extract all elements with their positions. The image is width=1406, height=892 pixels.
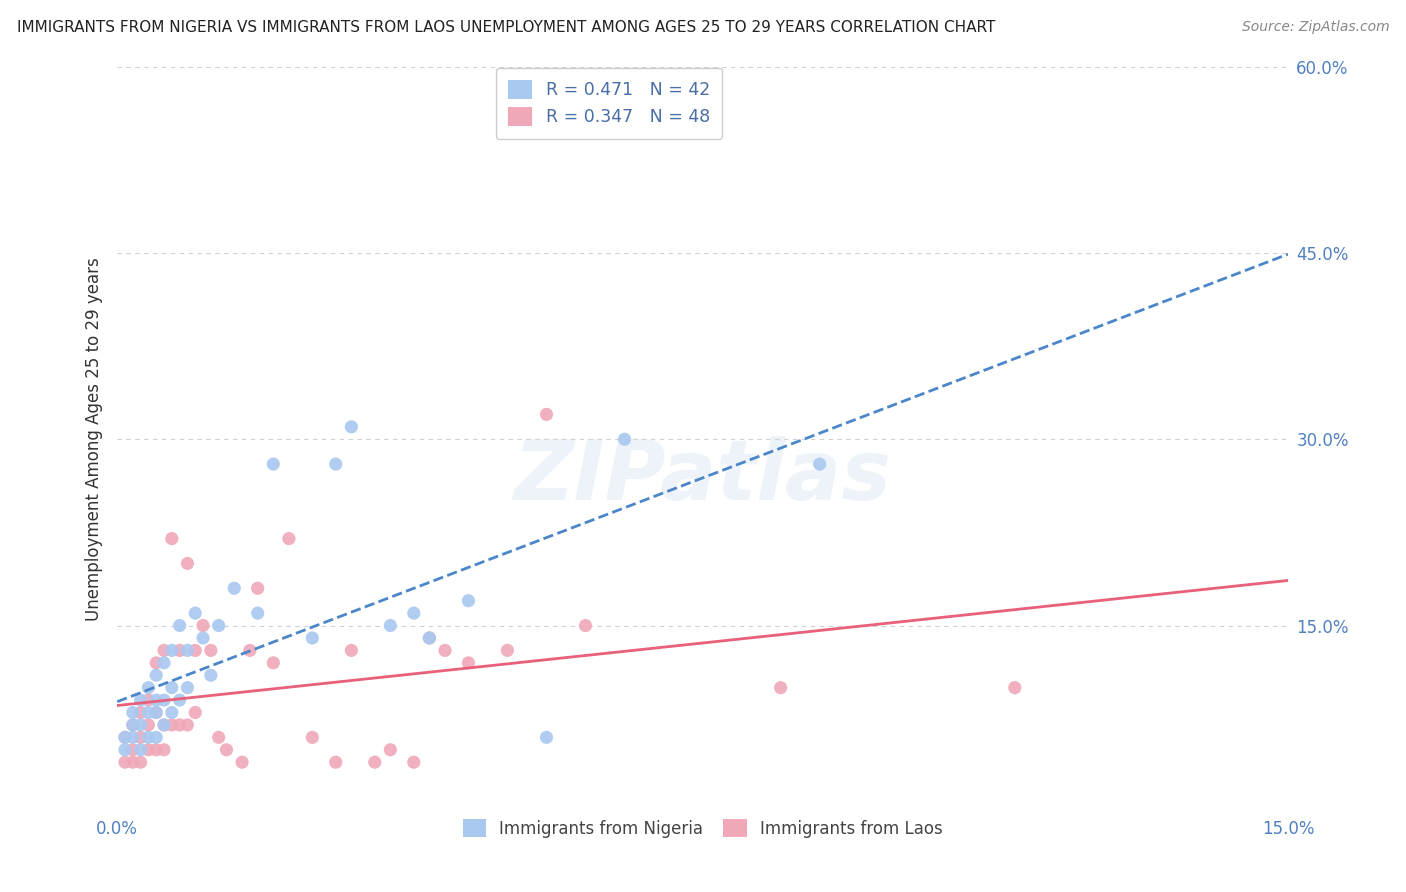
- Point: [160, 532, 183, 546]
- Point: [340, 643, 363, 657]
- Text: ZIPatlas: ZIPatlas: [513, 436, 891, 517]
- Point: [176, 557, 198, 571]
- Point: [153, 643, 176, 657]
- Point: [138, 681, 160, 695]
- Point: [613, 432, 636, 446]
- Point: [224, 582, 246, 596]
- Point: [231, 755, 253, 769]
- Point: [418, 631, 440, 645]
- Point: [215, 743, 238, 757]
- Point: [574, 618, 596, 632]
- Point: [129, 743, 152, 757]
- Legend: Immigrants from Nigeria, Immigrants from Laos: Immigrants from Nigeria, Immigrants from…: [456, 813, 949, 845]
- Point: [536, 731, 558, 745]
- Point: [457, 593, 479, 607]
- Point: [114, 743, 136, 757]
- Point: [114, 731, 136, 745]
- Point: [129, 693, 152, 707]
- Point: [145, 693, 167, 707]
- Point: [402, 606, 425, 620]
- Point: [536, 408, 558, 422]
- Point: [364, 755, 387, 769]
- Point: [184, 606, 207, 620]
- Point: [153, 743, 176, 757]
- Text: Source: ZipAtlas.com: Source: ZipAtlas.com: [1241, 20, 1389, 34]
- Point: [121, 731, 143, 745]
- Point: [402, 755, 425, 769]
- Point: [121, 755, 143, 769]
- Point: [325, 457, 347, 471]
- Point: [262, 457, 284, 471]
- Point: [277, 532, 299, 546]
- Point: [325, 755, 347, 769]
- Point: [160, 706, 183, 720]
- Point: [160, 681, 183, 695]
- Point: [239, 643, 262, 657]
- Point: [129, 731, 152, 745]
- Point: [145, 668, 167, 682]
- Point: [176, 718, 198, 732]
- Y-axis label: Unemployment Among Ages 25 to 29 years: Unemployment Among Ages 25 to 29 years: [86, 258, 103, 621]
- Point: [138, 743, 160, 757]
- Point: [169, 718, 191, 732]
- Point: [160, 718, 183, 732]
- Point: [145, 706, 167, 720]
- Point: [129, 706, 152, 720]
- Point: [191, 618, 214, 632]
- Point: [184, 706, 207, 720]
- Point: [153, 718, 176, 732]
- Point: [457, 656, 479, 670]
- Point: [160, 643, 183, 657]
- Point: [169, 643, 191, 657]
- Point: [121, 718, 143, 732]
- Point: [1004, 681, 1026, 695]
- Point: [246, 606, 269, 620]
- Point: [340, 419, 363, 434]
- Point: [808, 457, 831, 471]
- Point: [145, 731, 167, 745]
- Point: [434, 643, 457, 657]
- Point: [380, 618, 402, 632]
- Point: [145, 706, 167, 720]
- Point: [153, 656, 176, 670]
- Point: [191, 631, 214, 645]
- Point: [138, 706, 160, 720]
- Point: [184, 643, 207, 657]
- Point: [145, 743, 167, 757]
- Point: [496, 643, 519, 657]
- Point: [769, 681, 792, 695]
- Point: [129, 755, 152, 769]
- Point: [153, 693, 176, 707]
- Point: [153, 718, 176, 732]
- Point: [114, 755, 136, 769]
- Point: [169, 618, 191, 632]
- Point: [129, 718, 152, 732]
- Text: IMMIGRANTS FROM NIGERIA VS IMMIGRANTS FROM LAOS UNEMPLOYMENT AMONG AGES 25 TO 29: IMMIGRANTS FROM NIGERIA VS IMMIGRANTS FR…: [17, 20, 995, 35]
- Point: [301, 731, 323, 745]
- Point: [176, 681, 198, 695]
- Point: [114, 731, 136, 745]
- Point: [418, 631, 440, 645]
- Point: [138, 718, 160, 732]
- Point: [138, 731, 160, 745]
- Point: [200, 643, 222, 657]
- Point: [262, 656, 284, 670]
- Point: [121, 743, 143, 757]
- Point: [246, 582, 269, 596]
- Point: [169, 693, 191, 707]
- Point: [208, 618, 231, 632]
- Point: [121, 718, 143, 732]
- Point: [200, 668, 222, 682]
- Point: [380, 743, 402, 757]
- Point: [138, 693, 160, 707]
- Point: [176, 643, 198, 657]
- Point: [301, 631, 323, 645]
- Point: [145, 656, 167, 670]
- Point: [121, 706, 143, 720]
- Point: [208, 731, 231, 745]
